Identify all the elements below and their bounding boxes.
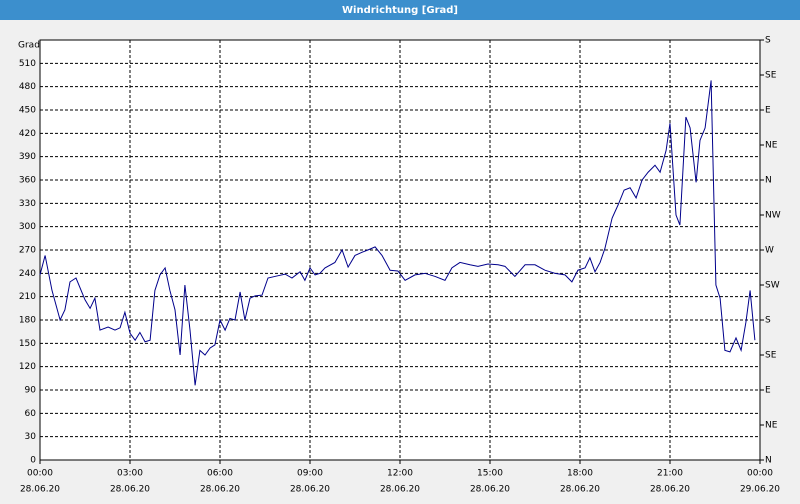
y-tick-label: 510 [19,59,36,69]
y2-tick-label: S [765,316,771,326]
y-axis-label: Grad [18,41,40,51]
y2-tick-label: NE [765,421,778,431]
x-tick-label: 03:00 [117,469,143,479]
y-tick-label: 330 [19,199,36,209]
x-tick-date: 29.06.20 [740,485,780,495]
x-tick-date: 28.06.20 [470,485,510,495]
x-tick-date: 28.06.20 [650,485,690,495]
x-tick-label: 00:00 [747,469,773,479]
y-tick-label: 210 [19,292,36,302]
y-tick-label: 390 [19,152,36,162]
x-tick-label: 12:00 [387,469,413,479]
plot-area [39,39,761,461]
y2-tick-label: SE [765,71,777,81]
y2-tick-label: SE [765,351,777,361]
x-tick-label: 18:00 [567,469,593,479]
x-tick-label: 15:00 [477,469,503,479]
y-tick-label: 300 [19,222,36,232]
y-tick-label: 90 [25,386,37,396]
y-tick-label: 360 [19,176,36,186]
x-tick-date: 28.06.20 [290,485,330,495]
y2-tick-label: W [765,246,774,256]
y-tick-label: 180 [19,316,36,326]
chart-title: Windrichtung [Grad] [342,5,458,16]
y2-tick-label: E [765,386,771,396]
y-tick-label: 150 [19,339,36,349]
y-tick-label: 240 [19,269,36,279]
y-tick-label: 480 [19,82,36,92]
y-tick-label: 270 [19,246,36,256]
y2-tick-label: E [765,106,771,116]
y-tick-label: 0 [30,456,36,466]
y2-tick-label: SW [765,281,780,291]
x-tick-date: 28.06.20 [560,485,600,495]
y2-tick-label: N [765,176,772,186]
y2-tick-label: N [765,456,772,466]
x-tick-date: 28.06.20 [200,485,240,495]
y-tick-label: 420 [19,129,36,139]
title-bar [0,0,800,20]
x-tick-label: 00:00 [27,469,53,479]
y2-tick-label: NW [765,211,781,221]
y2-tick-label: S [765,36,771,46]
y-tick-label: 60 [25,409,37,419]
y-tick-label: 120 [19,362,36,372]
x-tick-date: 28.06.20 [20,485,60,495]
x-tick-label: 06:00 [207,469,233,479]
x-tick-label: 09:00 [297,469,323,479]
y2-tick-label: NE [765,141,778,151]
y-tick-label: 450 [19,106,36,116]
x-tick-date: 28.06.20 [110,485,150,495]
x-tick-label: 21:00 [657,469,683,479]
data-line [39,80,756,386]
y-tick-label: 30 [25,432,37,442]
x-tick-date: 28.06.20 [380,485,420,495]
